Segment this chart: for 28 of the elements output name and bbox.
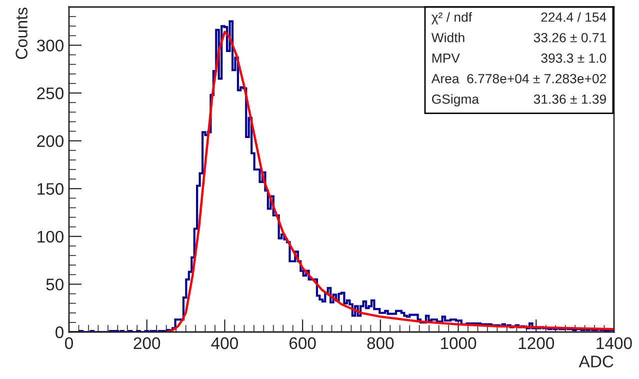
y-tick-label: 300	[36, 40, 64, 52]
annotation: GSigma	[432, 94, 480, 106]
line-series	[165, 30, 614, 332]
x-tick-label: 1000	[441, 337, 476, 350]
y-axis-title: Counts	[16, 8, 28, 59]
annotation: Width	[431, 32, 464, 42]
annotation: 33.26 ± 0.71	[534, 32, 606, 42]
annotation: Area	[431, 74, 460, 84]
annotation: 6.778e+04 ± 7.283e+02	[467, 74, 606, 84]
y-tick-label: 50	[46, 278, 64, 290]
y-tick-label: 200	[37, 135, 64, 148]
y-tick-label: 250	[37, 87, 64, 100]
y-tick-label: 100	[38, 230, 64, 243]
annotation: 393.3 ± 1.0	[541, 53, 606, 63]
y-tick-label: 150	[38, 183, 64, 195]
annotation: 31.36 ± 1.39	[534, 94, 606, 104]
x-tick-label: 200	[134, 337, 160, 350]
annotation: 224.4 / 154	[541, 12, 606, 22]
x-tick-label: 1200	[518, 337, 554, 350]
x-axis-title: ADC	[578, 356, 614, 368]
y-tick-label: 0	[56, 326, 64, 338]
x-tick-label: 1400	[596, 337, 632, 350]
x-tick-label: 800	[367, 337, 394, 350]
x-tick-label: 600	[290, 337, 316, 350]
x-tick-label: 400	[211, 337, 238, 350]
annotation: MPV	[432, 54, 460, 63]
x-tick-label: 0	[65, 337, 73, 350]
annotation: χ² / ndf	[432, 12, 472, 24]
